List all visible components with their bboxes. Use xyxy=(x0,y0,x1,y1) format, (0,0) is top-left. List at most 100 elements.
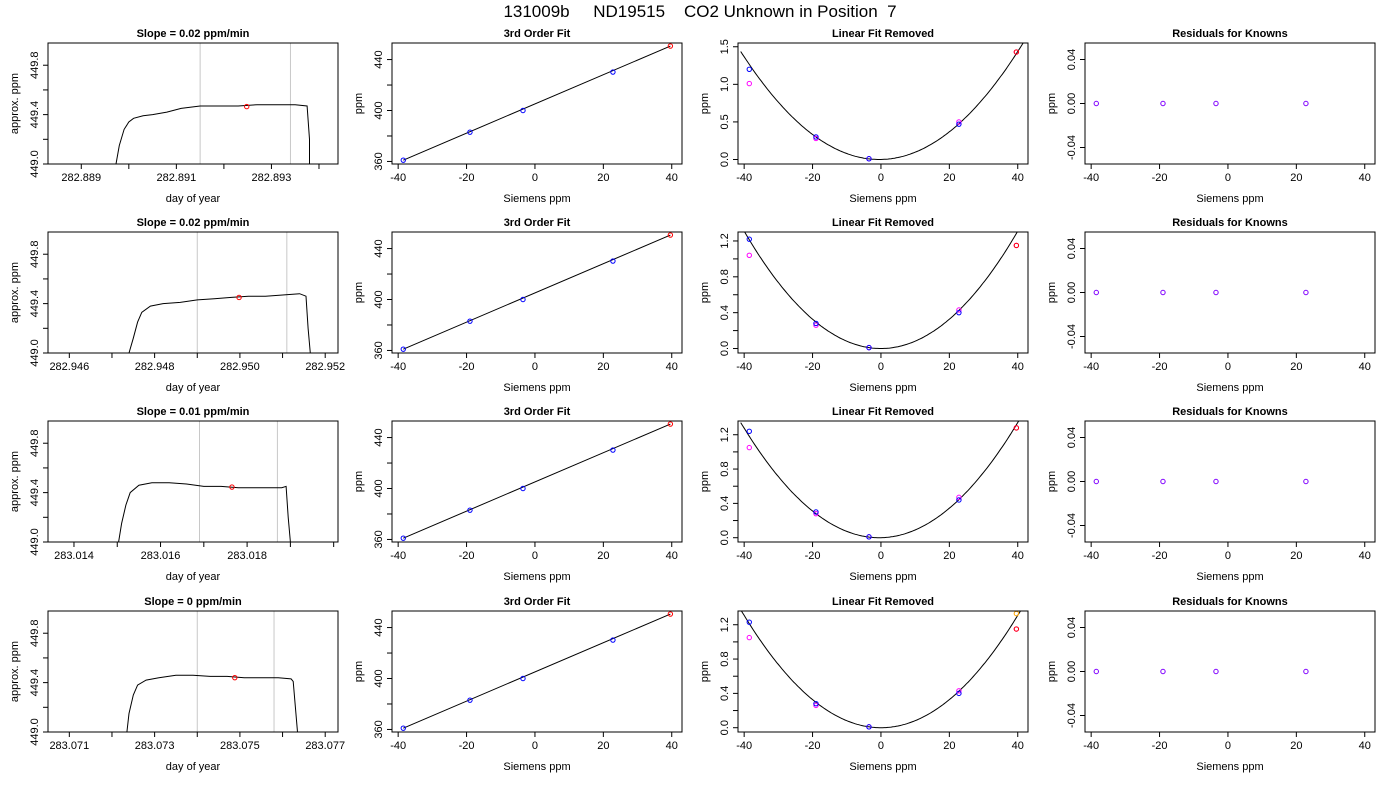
fit-curve xyxy=(740,43,1024,160)
alt-point xyxy=(813,702,819,709)
x-tick-label: -40 xyxy=(390,550,406,562)
known-point xyxy=(610,447,616,453)
y-tick-label: 440 xyxy=(373,428,385,446)
plot-frame xyxy=(1084,231,1376,354)
alt-point xyxy=(813,322,819,328)
plot-area xyxy=(118,421,291,542)
known-point xyxy=(956,497,962,503)
alt-point xyxy=(956,494,962,501)
trace-line xyxy=(118,482,291,542)
y-tick-label: 449.0 xyxy=(29,150,41,178)
x-tick-label: -20 xyxy=(459,550,475,562)
plot-area xyxy=(740,611,1022,730)
known-point xyxy=(956,121,962,127)
y-tick-label: 0.04 xyxy=(1066,49,1078,70)
y-tick-label: 360 xyxy=(373,720,385,738)
x-axis-label: Siemens ppm xyxy=(849,761,916,773)
trace-line xyxy=(126,674,298,732)
y-tick-label: 1.2 xyxy=(719,617,731,632)
x-tick-label: 0 xyxy=(878,740,884,752)
x-tick-label: 20 xyxy=(943,740,955,752)
plot-frame xyxy=(391,610,683,733)
y-tick-label: 0.0 xyxy=(719,341,731,356)
y-axis-label: ppm xyxy=(353,471,365,492)
x-axis-label: Siemens ppm xyxy=(1196,382,1263,394)
known-point xyxy=(746,619,752,625)
plot-area xyxy=(1093,478,1309,485)
panel-title: Linear Fit Removed xyxy=(832,217,934,229)
x-tick-label: 283.071 xyxy=(49,740,89,752)
x-tick-label: 0 xyxy=(532,740,538,752)
plot-frame xyxy=(47,420,339,543)
y-tick-label: 0.0 xyxy=(719,152,731,167)
y-axis-label: ppm xyxy=(699,282,711,303)
known-point xyxy=(813,134,819,140)
panel-3-1: Slope = 0.01 ppm/min day of year approx. p… xyxy=(9,406,339,583)
plot-frame xyxy=(391,420,683,543)
x-tick-label: 0 xyxy=(532,361,538,373)
unknown-point xyxy=(1013,425,1020,431)
y-tick-label: 400 xyxy=(373,101,385,119)
known-point xyxy=(610,69,616,75)
x-tick-label: -20 xyxy=(805,172,821,184)
plot-area xyxy=(740,421,1020,540)
x-tick-label: -20 xyxy=(459,740,475,752)
orange-point xyxy=(1013,611,1020,617)
x-tick-label: 20 xyxy=(597,172,609,184)
y-axis-label: ppm xyxy=(353,282,365,303)
y-axis-label: approx. ppm xyxy=(9,641,21,702)
panel-4-1: Slope = 0 ppm/min day of year approx. ppm 2… xyxy=(9,596,345,773)
panel-2-4: Residuals for Knowns Siemens ppm ppm -40 -20… xyxy=(1046,217,1376,394)
x-axis-label: day of year xyxy=(166,571,221,583)
x-tick-label: 283.077 xyxy=(305,740,345,752)
x-tick-label: 20 xyxy=(1290,740,1302,752)
plot-frame xyxy=(737,231,1029,354)
known-point xyxy=(520,107,526,114)
y-tick-label: 0.04 xyxy=(1066,238,1078,259)
unknown-point xyxy=(667,232,674,238)
plot-frame xyxy=(737,610,1029,733)
x-tick-label: 283.018 xyxy=(227,550,267,562)
y-tick-label: 360 xyxy=(373,152,385,170)
known-point xyxy=(866,156,872,162)
known-point xyxy=(467,697,473,703)
x-tick-label: 40 xyxy=(1359,550,1371,562)
known-point xyxy=(746,428,752,434)
plot-frame xyxy=(47,231,339,354)
plot-area xyxy=(1093,100,1309,107)
x-tick-label: 40 xyxy=(1012,172,1024,184)
plot-frame xyxy=(1084,610,1376,733)
x-axis-label: Siemens ppm xyxy=(503,382,570,394)
residual-point xyxy=(1303,100,1309,107)
panel-title: 3rd Order Fit xyxy=(504,406,571,418)
y-axis-label: approx. ppm xyxy=(9,262,21,323)
x-axis-label: Siemens ppm xyxy=(503,193,570,205)
panel-2-2: 3rd Order Fit Siemens ppm ppm -40 -20 0 20 40 36… xyxy=(353,217,683,394)
y-tick-label: 440 xyxy=(373,618,385,636)
y-tick-label: 0.4 xyxy=(719,305,731,320)
y-axis-label: ppm xyxy=(699,471,711,492)
panel-4-2: 3rd Order Fit Siemens ppm ppm -40 -20 0 20 40 36… xyxy=(353,596,683,773)
residual-point xyxy=(1213,100,1219,107)
panel-title: Residuals for Knowns xyxy=(1172,28,1288,40)
y-axis-label: ppm xyxy=(353,661,365,682)
plot-area xyxy=(740,43,1024,162)
y-axis-label: ppm xyxy=(699,93,711,114)
y-tick-label: 449.4 xyxy=(29,669,41,697)
x-tick-label: 283.073 xyxy=(135,740,175,752)
y-tick-label: 449.0 xyxy=(29,718,41,746)
known-point xyxy=(520,675,526,682)
fit-curve xyxy=(740,421,1020,539)
y-axis-label: approx. ppm xyxy=(9,451,21,512)
x-tick-label: 0 xyxy=(1225,550,1231,562)
y-tick-label: -0.04 xyxy=(1066,513,1078,538)
y-tick-label: 0.8 xyxy=(719,269,731,284)
unknown-point xyxy=(1013,242,1020,249)
residual-point xyxy=(1093,289,1099,296)
residual-point xyxy=(1303,478,1309,485)
y-tick-label: 360 xyxy=(373,341,385,359)
y-tick-label: 1.2 xyxy=(719,233,731,248)
x-tick-label: -20 xyxy=(805,361,821,373)
residual-point xyxy=(1093,100,1099,107)
known-point xyxy=(813,320,819,327)
